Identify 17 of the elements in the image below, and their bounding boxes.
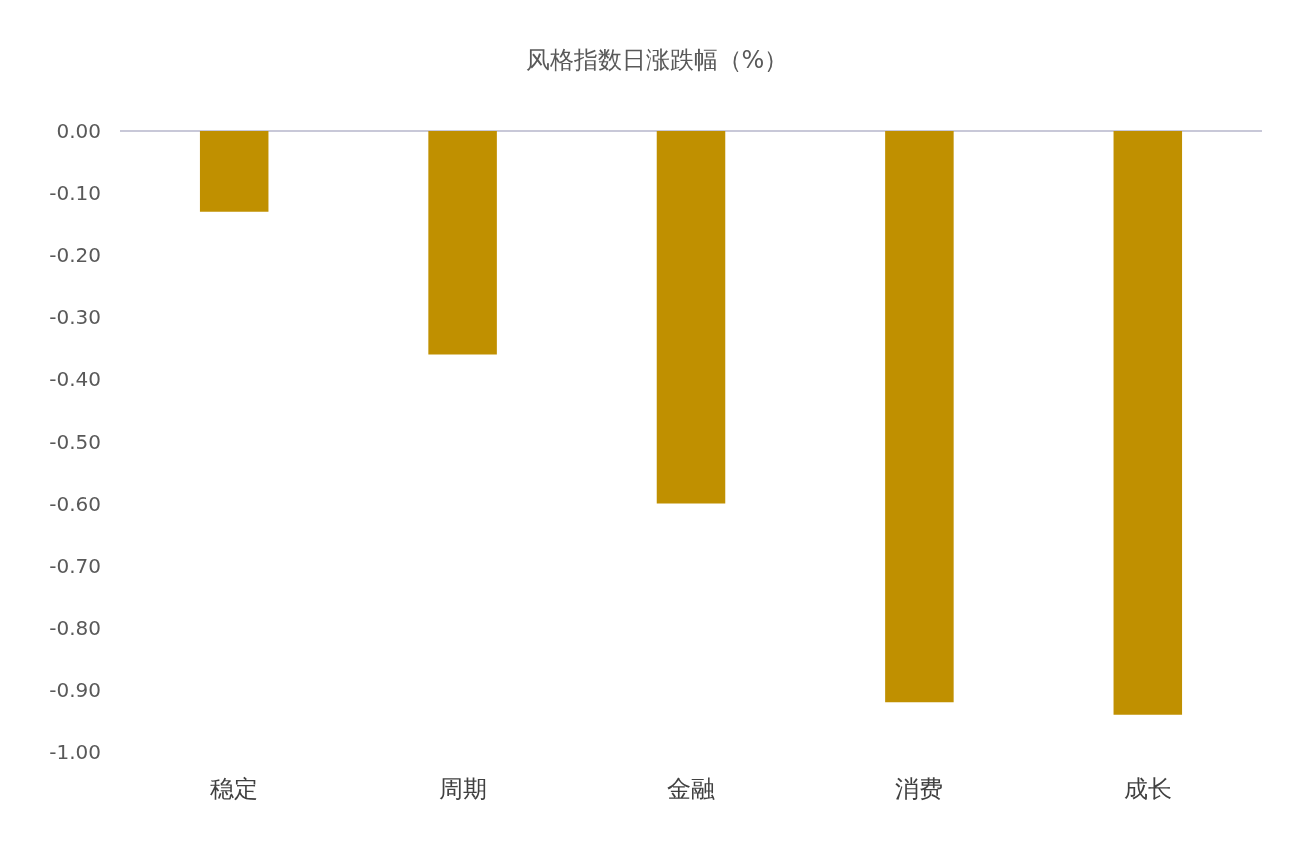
- y-tick-label: -0.40: [49, 367, 101, 392]
- x-tick-label: 消费: [895, 775, 944, 803]
- chart-title: 风格指数日涨跌幅（%）: [525, 46, 789, 75]
- x-tick-label: 稳定: [210, 775, 259, 803]
- y-tick-label: -0.80: [49, 615, 101, 640]
- y-tick-label: -0.20: [49, 243, 101, 268]
- x-tick-label: 成长: [1123, 775, 1172, 803]
- y-tick-label: -1.00: [49, 740, 101, 764]
- y-tick-label: -0.30: [49, 305, 101, 330]
- y-tick-label: -0.90: [49, 677, 101, 702]
- x-tick-label: 金融: [667, 775, 715, 803]
- y-tick-label: -0.70: [49, 553, 101, 578]
- y-tick-label: -0.60: [49, 491, 101, 516]
- y-tick-label: -0.50: [49, 429, 101, 454]
- y-tick-label: 0.00: [56, 119, 101, 143]
- y-tick-label: -0.10: [49, 181, 101, 206]
- x-tick-label: 周期: [438, 775, 487, 803]
